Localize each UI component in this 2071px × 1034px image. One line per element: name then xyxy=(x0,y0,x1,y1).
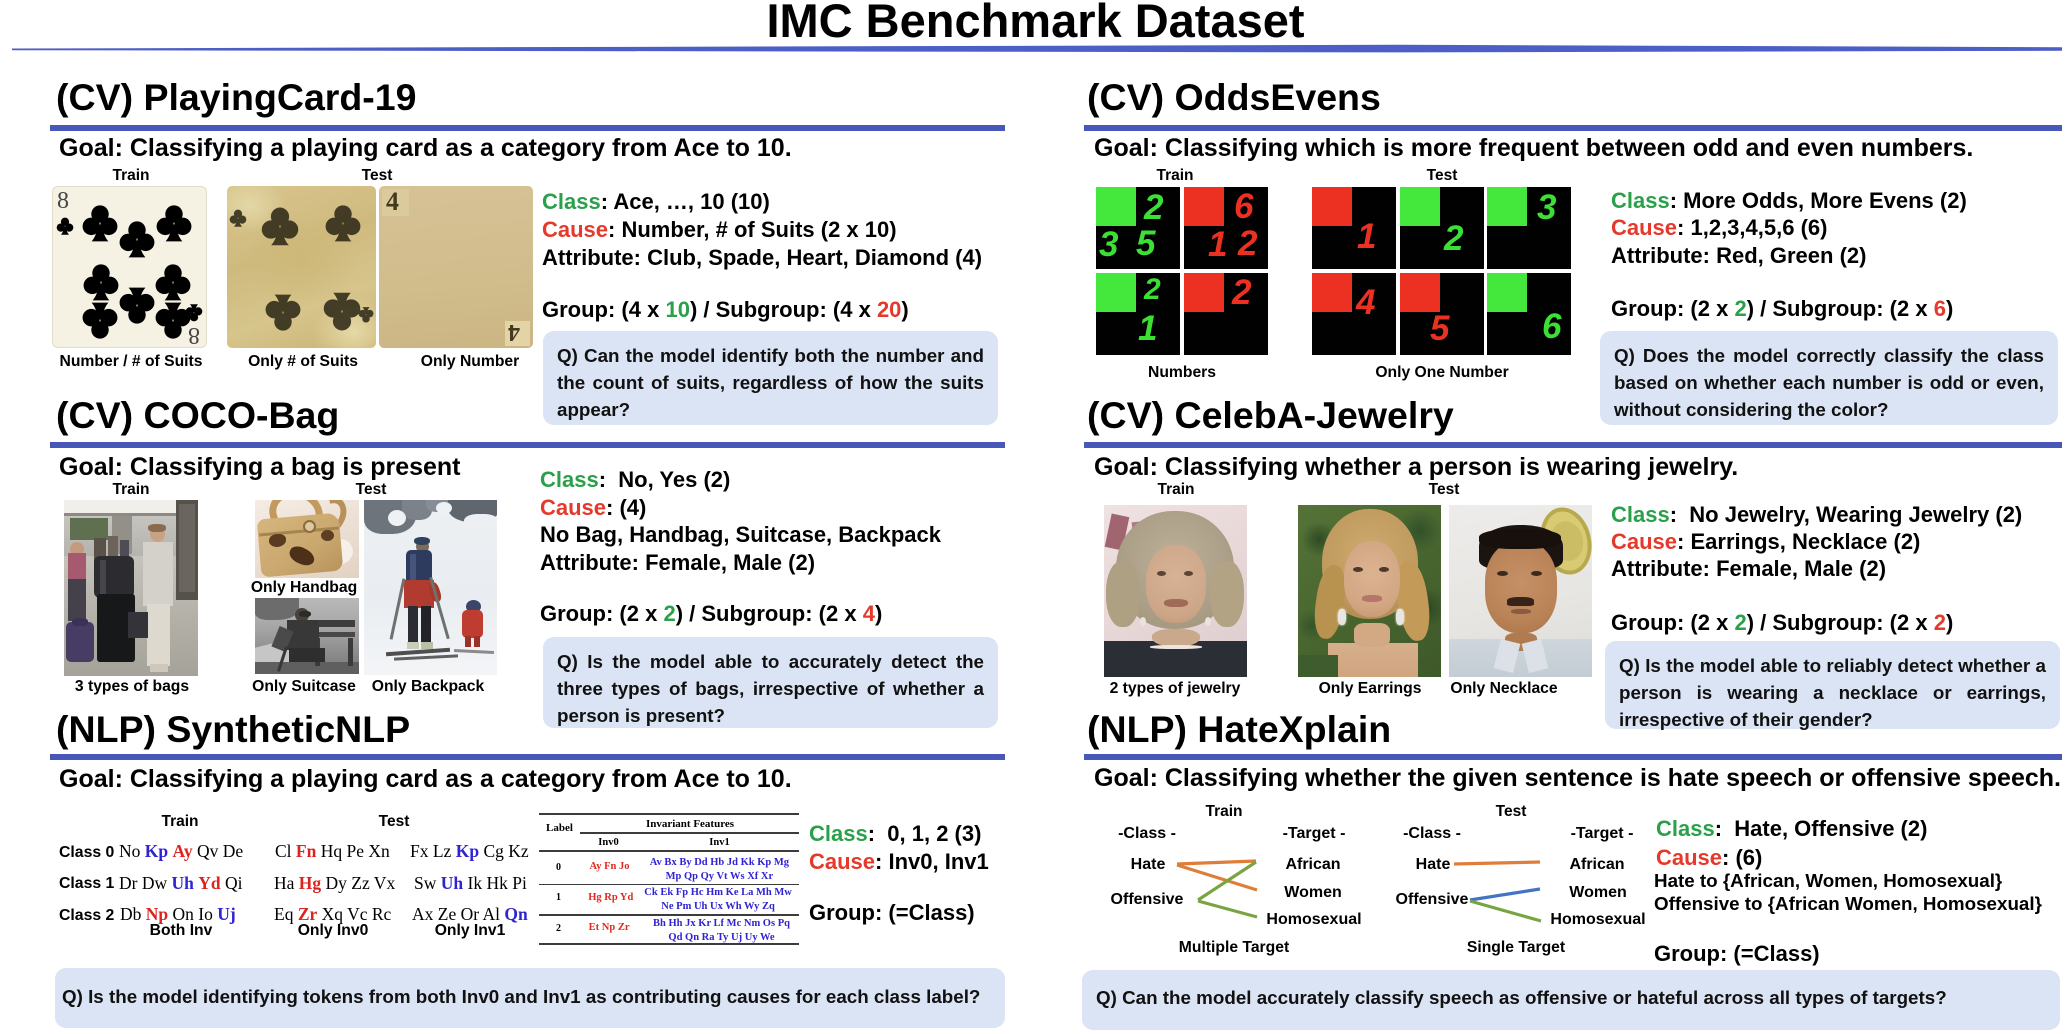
svg-text:8: 8 xyxy=(57,188,69,214)
svg-text:8: 8 xyxy=(188,322,200,348)
